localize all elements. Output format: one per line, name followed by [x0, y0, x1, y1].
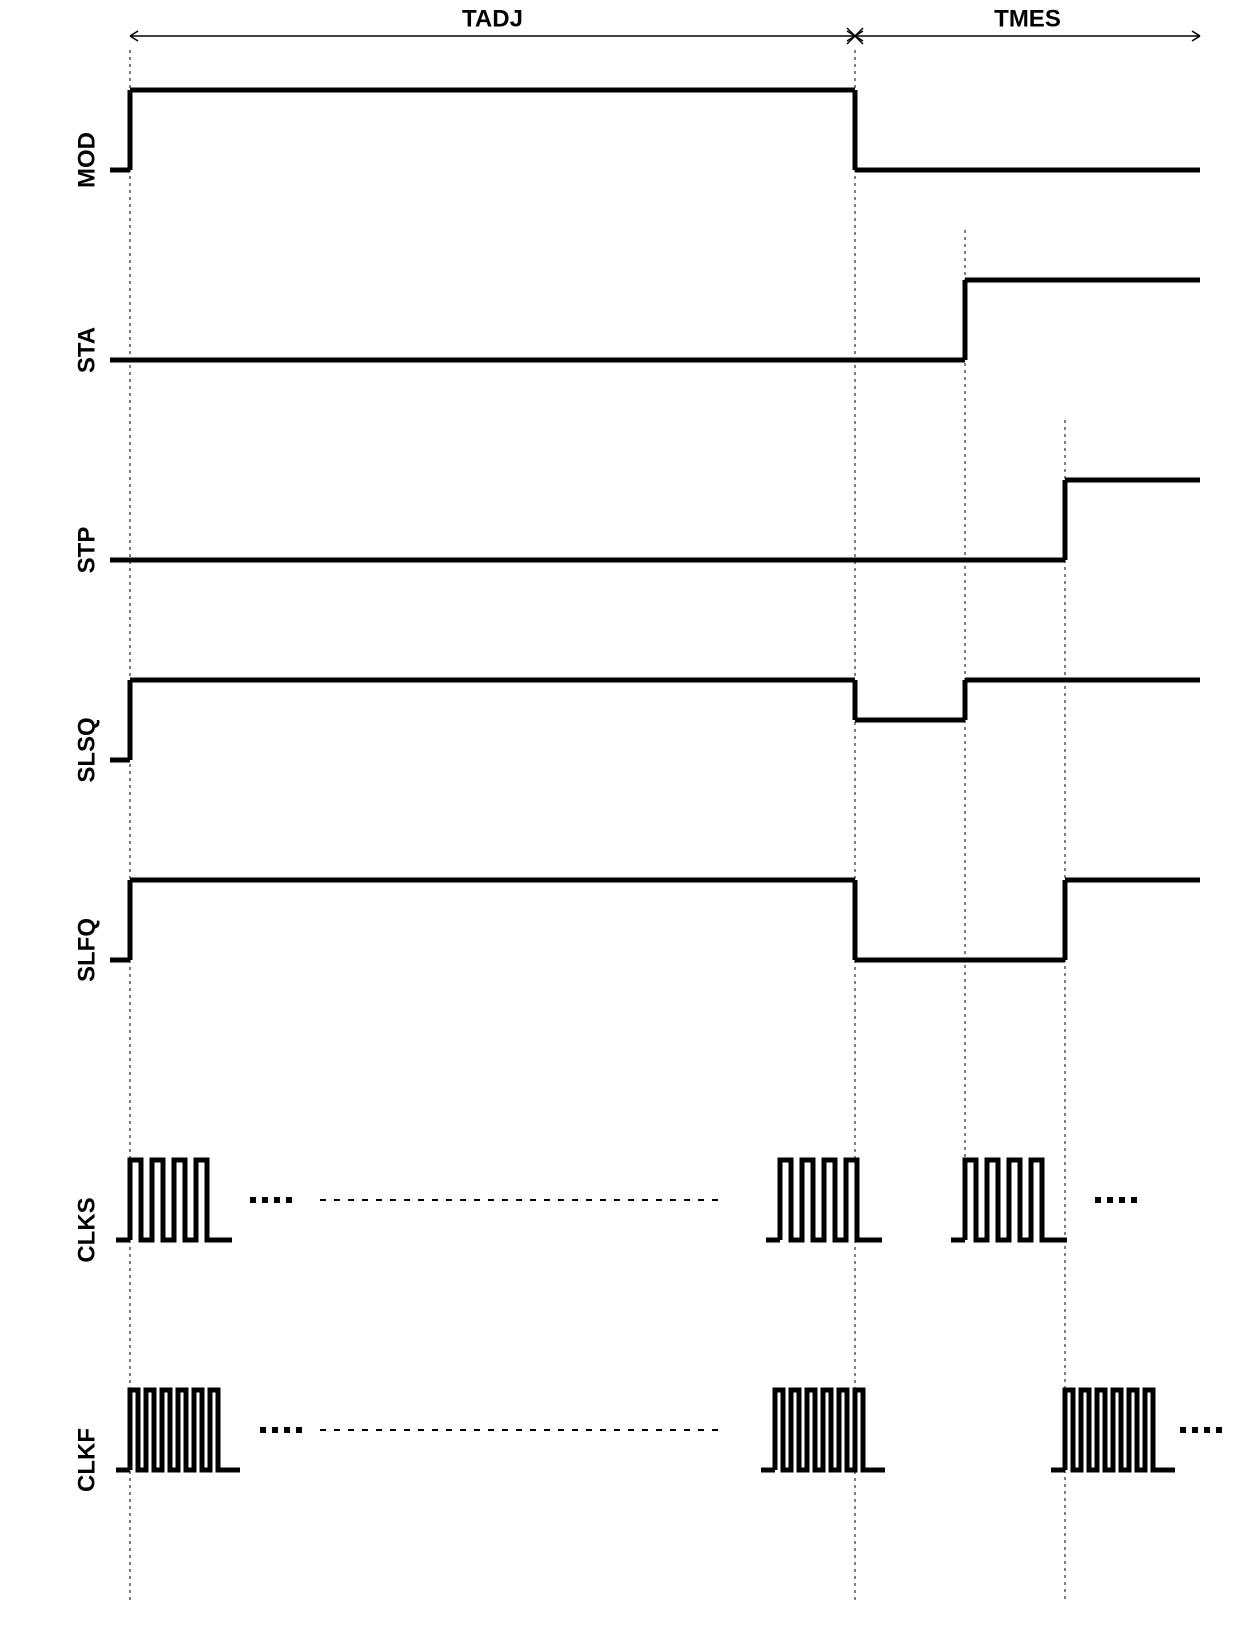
signal-label-mod: MOD: [73, 132, 100, 188]
signal-label-slsq: SLSQ: [73, 717, 100, 782]
signal-label-sta: STA: [73, 327, 100, 373]
signal-label-slfq: SLFQ: [73, 918, 100, 982]
signal-label-clks: CLKS: [73, 1197, 100, 1262]
timing-diagram: TADJ TMES MOD STA STP SLSQ SLFQ CLKS CLKF: [0, 0, 1240, 1632]
signal-label-clkf: CLKF: [73, 1428, 100, 1492]
svg-text:TADJ: TADJ: [462, 5, 523, 32]
signal-label-stp: STP: [73, 527, 100, 574]
svg-text:TMES: TMES: [994, 5, 1061, 32]
